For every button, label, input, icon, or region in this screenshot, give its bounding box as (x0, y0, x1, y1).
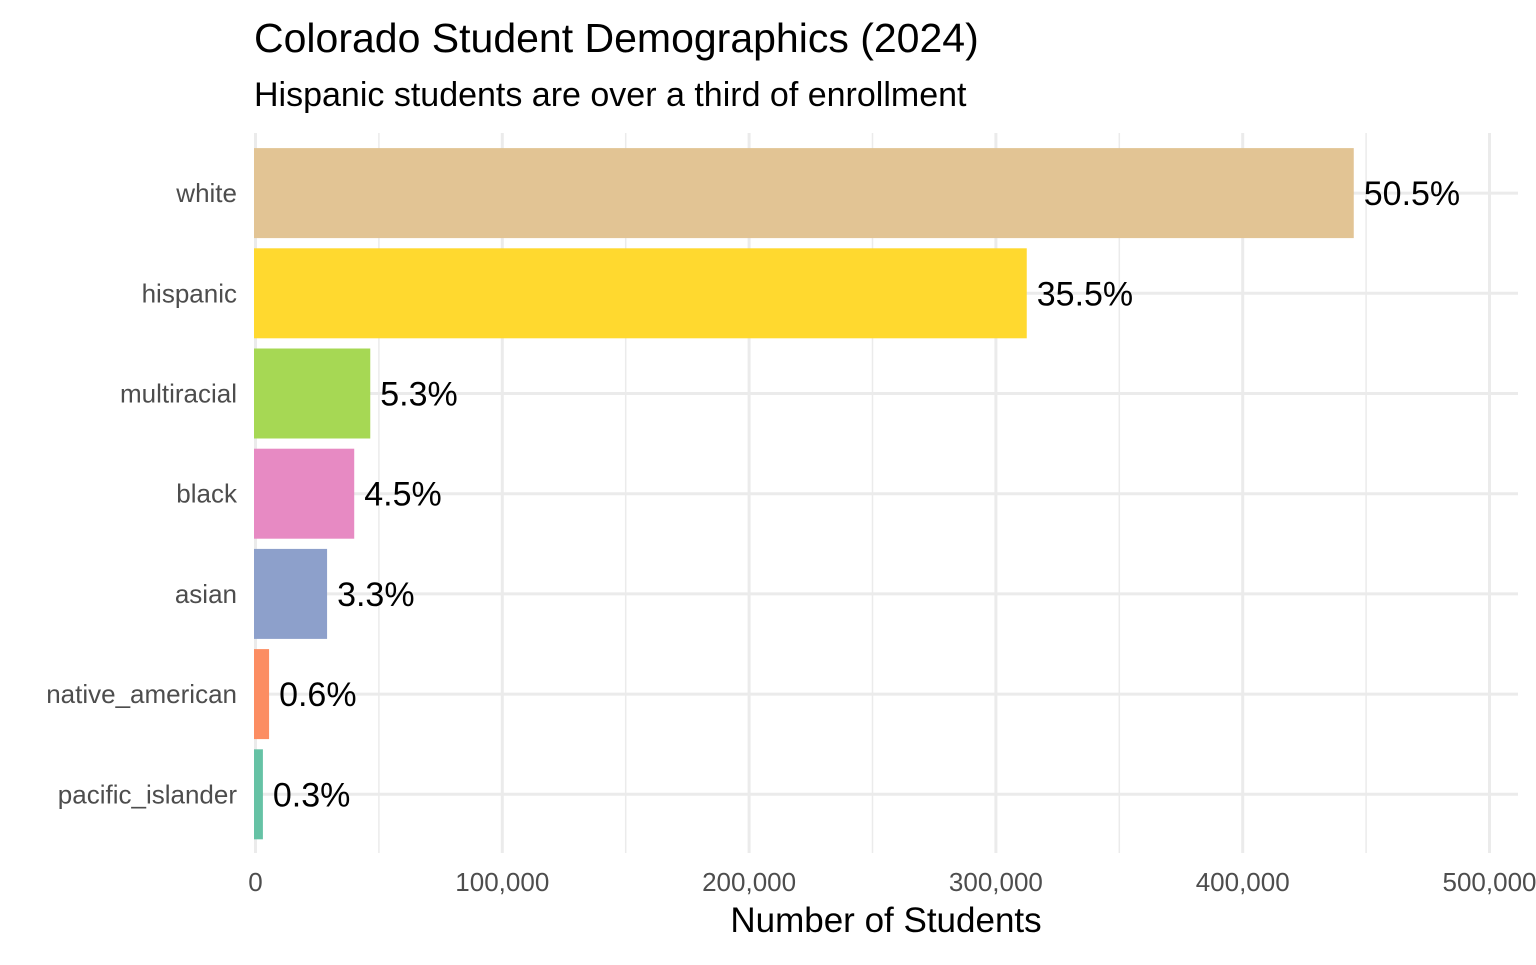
chart-subtitle: Hispanic students are over a third of en… (254, 76, 967, 114)
bar-hispanic (254, 248, 1027, 339)
bar-pacific-islander (254, 749, 263, 840)
x-tick-label: 200,000 (702, 867, 796, 897)
y-tick-label-asian: asian (175, 579, 237, 609)
bar-layer (254, 148, 1354, 840)
x-tick-label: 0 (248, 867, 262, 897)
x-tick-label: 100,000 (455, 867, 549, 897)
y-tick-label-multiracial: multiracial (120, 379, 237, 409)
bar-multiracial (254, 348, 371, 439)
grid-layer (254, 133, 1518, 853)
bar-asian (254, 548, 328, 639)
data-label-white: 50.5% (1364, 175, 1460, 213)
label-layer: 50.5% 35.5% 5.3% 4.5% 3.3% 0.6% 0.3% (273, 175, 1460, 814)
x-tick-label: 500,000 (1443, 867, 1536, 897)
x-tick-label: 300,000 (949, 867, 1043, 897)
y-tick-label-black: black (176, 479, 238, 509)
bar-white (254, 148, 1354, 239)
data-label-black: 4.5% (364, 476, 442, 514)
y-tick-label-hispanic: hispanic (142, 278, 237, 308)
bar-native-american (254, 649, 270, 740)
data-label-asian: 3.3% (337, 576, 415, 614)
y-tick-label-native-american: native_american (46, 679, 237, 709)
x-tick-label: 400,000 (1196, 867, 1290, 897)
x-axis-title: Number of Students (730, 901, 1041, 940)
axis-layer: white hispanic multiracial black asian native… (46, 178, 1536, 897)
y-tick-label-white: white (175, 178, 237, 208)
data-label-multiracial: 5.3% (380, 376, 458, 414)
chart-title: Colorado Student Demographics (2024) (254, 15, 979, 61)
bar-black (254, 448, 355, 539)
data-label-hispanic: 35.5% (1037, 275, 1133, 313)
data-label-native-american: 0.6% (279, 676, 357, 714)
y-tick-label-pacific-islander: pacific_islander (58, 779, 238, 809)
data-label-pacific-islander: 0.3% (273, 776, 351, 814)
